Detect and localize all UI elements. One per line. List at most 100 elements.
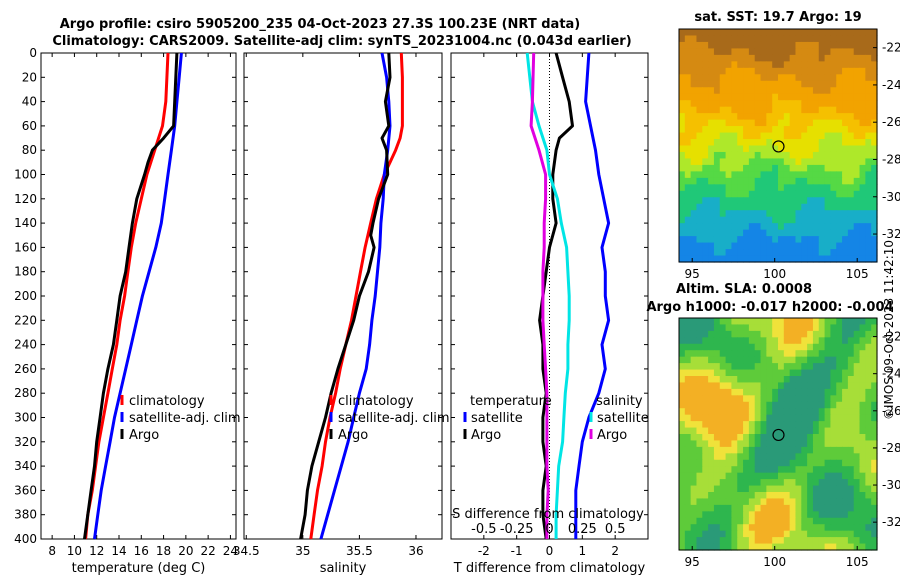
sst-map-cell xyxy=(772,126,779,134)
sla-map-cell xyxy=(702,395,709,403)
sst-map-cell xyxy=(818,171,826,179)
sla-map-cell xyxy=(807,376,814,384)
sla-map-cell xyxy=(830,330,837,338)
sla-map-cell xyxy=(690,511,698,519)
sst-map-cell xyxy=(719,132,727,140)
sla-map-cell xyxy=(818,376,826,384)
sla-map-cell xyxy=(760,440,767,448)
sst-map-cell xyxy=(713,151,721,160)
sst-map-cell xyxy=(847,67,855,75)
sst-map-cell xyxy=(754,177,762,185)
sla-map-cell xyxy=(847,343,855,351)
sst-map-cell xyxy=(696,35,703,43)
sst-map-cell xyxy=(760,216,767,224)
sla-map-cell xyxy=(690,376,698,384)
sst-map-cell xyxy=(778,145,785,153)
ytick-label: 100 xyxy=(14,168,37,182)
sst-map-cell xyxy=(679,48,686,56)
sla-map-cell xyxy=(766,369,773,377)
sla-map-cell xyxy=(807,446,814,454)
sla-map-cell xyxy=(766,350,773,358)
sla-map-cell xyxy=(748,530,756,538)
sst-map-cell xyxy=(830,48,837,56)
sst-map-cell xyxy=(708,249,715,257)
sla-map-cell xyxy=(818,434,826,442)
sst-map-cell xyxy=(766,100,773,108)
sla-map-cell xyxy=(754,511,762,519)
sst-map-cell xyxy=(871,171,878,179)
sla-map-cell xyxy=(737,440,744,448)
sla-map-cell xyxy=(783,492,791,500)
sst-map-cell xyxy=(766,197,773,205)
sst-map-cell xyxy=(836,74,843,82)
sla-map-cell xyxy=(847,446,855,454)
sst-map-cell xyxy=(847,139,855,147)
sst-map-cell xyxy=(865,119,872,127)
sst-map-cell xyxy=(818,151,826,160)
sst-map-cell xyxy=(795,145,802,153)
sla-map-cell xyxy=(859,498,866,506)
sst-map-cell xyxy=(760,126,767,134)
sla-map-cell xyxy=(690,440,698,448)
sla-map-title-line1: Altim. SLA: 0.0008 xyxy=(676,282,812,297)
sst-map-cell xyxy=(696,197,703,205)
sla-map-cell xyxy=(865,318,872,326)
sst-map-cell xyxy=(807,145,814,153)
sst-map-cell xyxy=(778,41,785,50)
sla-map-cell xyxy=(696,440,703,448)
sla-map-cell xyxy=(766,324,773,332)
sla-map-cell xyxy=(871,363,878,371)
sla-map-cell xyxy=(743,543,750,551)
sla-map-cell xyxy=(708,479,715,487)
sst-map-cell xyxy=(760,29,767,37)
sst-map-cell xyxy=(679,229,686,237)
sla-map-cell xyxy=(748,337,756,345)
sla-map-cell xyxy=(719,511,727,519)
sla-map-cell xyxy=(830,517,837,525)
sst-map-cell xyxy=(713,164,721,172)
sst-map-cell xyxy=(847,106,855,114)
sst-map-cell xyxy=(737,216,744,224)
sla-map-cell xyxy=(719,434,727,442)
sla-map-cell xyxy=(719,421,727,429)
sst-map-cell xyxy=(801,145,808,153)
sla-map-cell xyxy=(801,459,808,467)
sst-map-cell xyxy=(842,41,849,50)
sst-map-cell xyxy=(725,223,733,231)
sla-map-cell xyxy=(731,524,738,532)
sst-map-cell xyxy=(789,41,797,50)
sla-map-cell xyxy=(871,414,878,422)
sst-map-cell xyxy=(842,242,849,250)
sla-map-cell xyxy=(754,376,762,384)
sla-map-cell xyxy=(789,401,797,409)
sst-map-cell xyxy=(713,48,721,56)
sla-map-cell xyxy=(789,492,797,500)
sst-map-cell xyxy=(696,203,703,211)
sla-map-cell xyxy=(859,530,866,538)
sst-map-cell xyxy=(830,171,837,179)
sla-map-cell xyxy=(725,414,733,422)
sla-map-cell xyxy=(801,530,808,538)
sst-map-cell xyxy=(836,249,843,257)
sla-map-cell xyxy=(865,511,872,519)
sst-map-cell xyxy=(830,87,837,95)
sla-map-cell xyxy=(865,395,872,403)
sst-map-cell xyxy=(830,236,837,244)
sst-map-cell xyxy=(731,106,738,114)
sla-map-cell xyxy=(702,350,709,358)
sla-map-cell xyxy=(719,530,727,538)
sst-map-cell xyxy=(801,190,808,198)
sst-map-cell xyxy=(719,48,727,56)
ytick-label: 140 xyxy=(14,216,37,230)
sla-map-cell xyxy=(818,401,826,409)
sst-map-cell xyxy=(754,80,762,88)
sst-map-cell xyxy=(679,41,686,50)
sst-map-cell xyxy=(754,113,762,121)
sst-map-cell xyxy=(778,236,785,244)
sst-map-cell xyxy=(748,229,756,237)
sst-map-cell xyxy=(679,197,686,205)
sst-map-cell xyxy=(865,229,872,237)
sst-map-cell xyxy=(801,41,808,50)
sla-map-cell xyxy=(737,537,744,545)
sst-map-cell xyxy=(789,35,797,43)
